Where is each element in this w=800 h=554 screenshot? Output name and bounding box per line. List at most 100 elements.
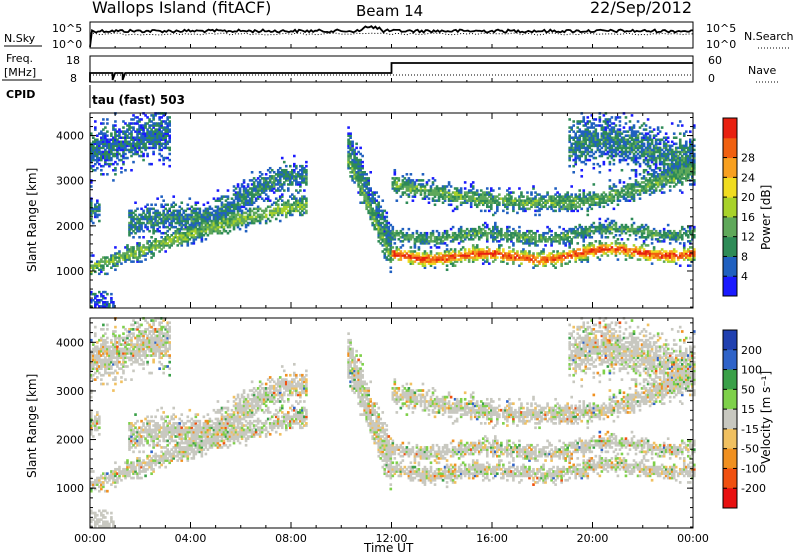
power-cell [441,197,445,200]
power-cell [373,215,377,219]
power-cell [228,203,232,207]
power-cell [196,211,200,215]
power-cell [550,262,553,265]
power-cell [200,217,204,221]
power-cell [520,191,523,194]
power-cell [600,244,604,247]
power-cell [570,185,573,188]
power-cell [580,231,584,235]
power-cell [453,248,457,251]
power-cell [365,207,368,211]
power-cell [504,203,507,207]
power-cell [242,215,246,219]
nsearch-tick-bottom: 10^0 [706,38,736,51]
power-cell [620,223,624,227]
power-cell [224,217,228,221]
power-cell [590,134,594,137]
power-cell [588,195,592,198]
power-cell [578,128,582,131]
power-cell [100,168,103,172]
power-cell [377,207,381,211]
power-cell [220,201,224,205]
power-cell [154,134,157,137]
power-cell [148,209,151,213]
power-cell [598,229,602,233]
power-cell [297,209,300,213]
power-cell [642,150,646,154]
power-cell [606,150,610,154]
power-cell [172,215,176,219]
power-cell [610,136,614,140]
power-cell [158,148,161,152]
power-cell [224,219,228,223]
power-cell [578,189,582,192]
power-cell [246,221,250,225]
power-cell [620,138,624,142]
power-cell [568,146,571,150]
power-cell [439,258,443,261]
power-cell [94,128,97,131]
power-cell [96,142,99,146]
power-cell [485,223,489,227]
power-cell [94,215,97,219]
power-cell [106,264,109,267]
power-cell [504,205,507,209]
power-cell [160,136,163,140]
power-cell [457,233,461,237]
power-cell [162,134,165,137]
power-cell [473,246,477,249]
power-cell [512,231,515,235]
power-cell [230,203,234,207]
power-cell [622,197,626,200]
power-cell [166,209,169,213]
power-cell [604,126,608,129]
power-cell [429,246,433,249]
power-cell [610,140,614,144]
power-cell [570,256,573,259]
power-cell [160,122,163,125]
power-cell [642,177,646,180]
power-cell [168,146,171,150]
power-cell [401,181,405,184]
power-cell [130,148,133,152]
power-cell [481,223,485,227]
power-cell [134,122,137,125]
power-cell [620,229,624,233]
power-cell [355,175,358,178]
power-cell [122,140,125,144]
power-cell [152,140,155,144]
power-cell [160,242,163,245]
power-cell [602,152,606,156]
power-cell [359,152,362,156]
power-cell [98,262,101,265]
power-cell [160,205,163,209]
power-cell [158,144,161,148]
power-cell [114,168,117,172]
power-cell [142,211,145,215]
power-cell [293,201,296,205]
power-cell [634,158,638,162]
power-cell [258,221,262,225]
power-cell [234,223,238,227]
power-cell [483,197,487,200]
power-cell [361,201,364,205]
power-cell [582,142,586,146]
power-cell [534,205,537,209]
power-cell [299,189,302,192]
power-cell [140,142,143,146]
power-cell [572,130,576,133]
power-cell [114,152,117,156]
power-cell [367,179,370,182]
power-cell [168,122,171,125]
power-cell [234,197,238,200]
power-cell [166,130,169,133]
power-cell [162,205,165,209]
power-cell [222,225,226,229]
power-cell [104,256,107,259]
power-cell [600,223,604,227]
power-cell [592,244,596,247]
power-cell [371,223,375,227]
power-cell [588,120,592,123]
power-cell [162,146,165,150]
power-cell [250,219,254,223]
